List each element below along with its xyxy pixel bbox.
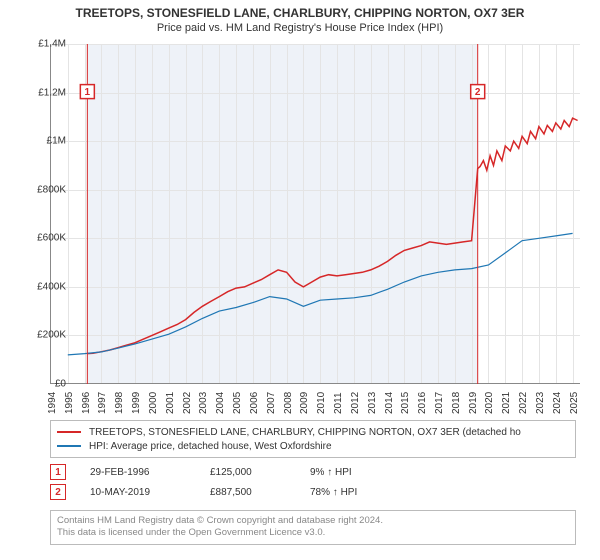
- legend-row-property: TREETOPS, STONESFIELD LANE, CHARLBURY, C…: [57, 425, 569, 439]
- legend-swatch: [57, 431, 81, 433]
- x-tick-label: 2014: [384, 392, 395, 414]
- x-tick-label: 2001: [165, 392, 176, 414]
- x-tick-label: 2009: [299, 392, 310, 414]
- x-tick-label: 2010: [316, 392, 327, 414]
- legend-swatch: [57, 445, 81, 447]
- x-tick-label: 2011: [333, 392, 344, 414]
- sale-pct: 9% ↑ HPI: [310, 467, 410, 478]
- legend-row-hpi: HPI: Average price, detached house, West…: [57, 439, 569, 453]
- x-tick-label: 2002: [182, 392, 193, 414]
- x-tick-label: 1997: [97, 392, 108, 414]
- marker-num-1: 1: [85, 87, 91, 98]
- x-tick-label: 2008: [283, 392, 294, 414]
- sales-table: 1 29-FEB-1996£125,0009% ↑ HPI 2 10-MAY-2019…: [50, 462, 576, 502]
- x-tick-label: 2025: [569, 392, 580, 414]
- x-tick-label: 2024: [552, 392, 563, 414]
- sale-date: 10-MAY-2019: [90, 487, 210, 498]
- x-tick-label: 2006: [249, 392, 260, 414]
- sale-row-2: 2 10-MAY-2019£887,50078% ↑ HPI: [50, 482, 576, 502]
- x-tick-label: 2021: [501, 392, 512, 414]
- legend-label: TREETOPS, STONESFIELD LANE, CHARLBURY, C…: [89, 427, 521, 438]
- y-tick-label: £600K: [22, 233, 66, 244]
- footnote-line1: Contains HM Land Registry data © Crown c…: [57, 515, 569, 527]
- x-tick-label: 2023: [535, 392, 546, 414]
- x-tick-label: 2019: [468, 392, 479, 414]
- x-tick-label: 2013: [367, 392, 378, 414]
- x-tick-label: 2018: [451, 392, 462, 414]
- sale-date: 29-FEB-1996: [90, 467, 210, 478]
- series-hpi: [68, 233, 573, 355]
- series-property: [87, 118, 577, 354]
- x-tick-label: 1998: [114, 392, 125, 414]
- chart-subtitle: Price paid vs. HM Land Registry's House …: [0, 20, 600, 34]
- legend-box: TREETOPS, STONESFIELD LANE, CHARLBURY, C…: [50, 420, 576, 458]
- footnote-box: Contains HM Land Registry data © Crown c…: [50, 510, 576, 545]
- x-tick-label: 2003: [198, 392, 209, 414]
- y-tick-label: £1.4M: [22, 39, 66, 50]
- x-tick-label: 1994: [47, 392, 58, 414]
- y-tick-label: £1.2M: [22, 87, 66, 98]
- y-tick-label: £800K: [22, 184, 66, 195]
- chart-container: TREETOPS, STONESFIELD LANE, CHARLBURY, C…: [0, 0, 600, 560]
- sale-marker: 1: [50, 464, 66, 480]
- footnote-line2: This data is licensed under the Open Gov…: [57, 527, 569, 539]
- x-tick-label: 1995: [64, 392, 75, 414]
- sale-price: £887,500: [210, 487, 310, 498]
- x-tick-label: 2004: [215, 392, 226, 414]
- y-tick-label: £0: [22, 379, 66, 390]
- x-tick-label: 2012: [350, 392, 361, 414]
- x-tick-label: 1999: [131, 392, 142, 414]
- y-tick-label: £400K: [22, 281, 66, 292]
- x-tick-label: 2022: [518, 392, 529, 414]
- x-tick-label: 2015: [400, 392, 411, 414]
- y-tick-label: £1M: [22, 136, 66, 147]
- legend-label: HPI: Average price, detached house, West…: [89, 441, 332, 452]
- x-tick-label: 2000: [148, 392, 159, 414]
- sale-row-1: 1 29-FEB-1996£125,0009% ↑ HPI: [50, 462, 576, 482]
- plot-area: 12: [50, 44, 580, 384]
- y-tick-label: £200K: [22, 330, 66, 341]
- x-tick-label: 2016: [417, 392, 428, 414]
- plot-svg: 12: [51, 44, 580, 383]
- sale-price: £125,000: [210, 467, 310, 478]
- sale-marker: 2: [50, 484, 66, 500]
- x-tick-label: 2007: [266, 392, 277, 414]
- x-tick-label: 1996: [81, 392, 92, 414]
- x-tick-label: 2020: [484, 392, 495, 414]
- x-tick-label: 2005: [232, 392, 243, 414]
- sale-pct: 78% ↑ HPI: [310, 487, 410, 498]
- marker-num-2: 2: [475, 87, 481, 98]
- chart-title: TREETOPS, STONESFIELD LANE, CHARLBURY, C…: [0, 0, 600, 20]
- x-tick-label: 2017: [434, 392, 445, 414]
